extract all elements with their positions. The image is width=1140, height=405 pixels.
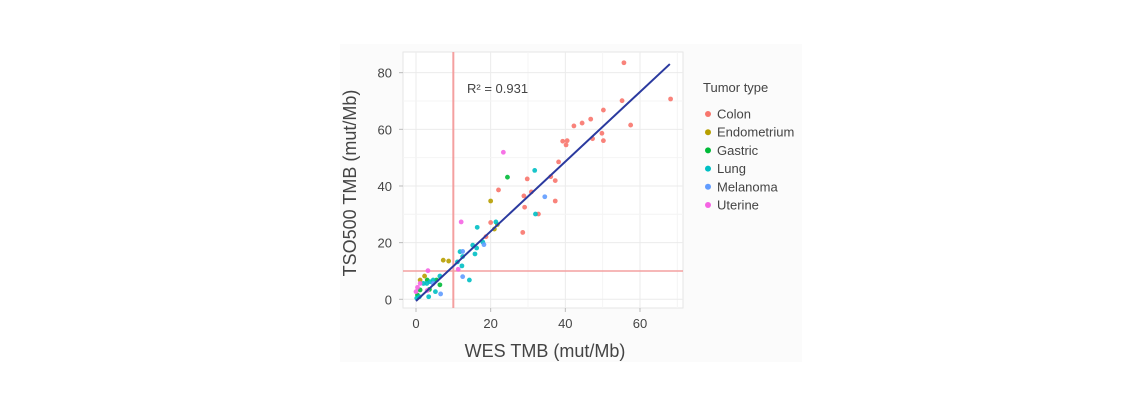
point-lung <box>493 219 499 225</box>
point-uterine <box>415 285 420 290</box>
point-endometrium <box>417 277 423 283</box>
legend-swatch-lung <box>705 165 711 172</box>
point-colon <box>600 107 606 113</box>
point-colon <box>488 220 494 225</box>
legend-label-uterine: Uterine <box>717 198 759 213</box>
x-tick-label: 20 <box>483 316 497 331</box>
point-uterine <box>417 281 423 286</box>
point-melanoma <box>542 194 548 200</box>
legend-label-gastric: Gastric <box>717 143 759 158</box>
point-colon <box>621 60 627 66</box>
point-colon <box>619 98 625 104</box>
point-lung <box>433 289 438 295</box>
point-melanoma <box>460 274 466 280</box>
y-tick-label: 0 <box>385 292 392 307</box>
point-colon <box>560 138 566 144</box>
r-squared-annotation: R² = 0.931 <box>467 81 528 96</box>
point-colon <box>556 159 562 165</box>
legend-swatch-uterine <box>705 202 711 208</box>
point-colon <box>524 176 530 182</box>
point-colon <box>628 122 634 128</box>
point-colon <box>599 130 605 136</box>
point-uterine <box>413 289 419 295</box>
point-colon <box>668 96 673 102</box>
point-colon <box>579 120 585 126</box>
point-endometrium <box>488 198 494 204</box>
legend-label-lung: Lung <box>717 161 746 176</box>
point-lung <box>421 281 426 286</box>
point-uterine <box>458 219 464 225</box>
x-tick-label: 0 <box>412 316 419 331</box>
point-lung <box>533 211 538 217</box>
point-colon <box>563 142 569 148</box>
regression-line <box>415 63 671 302</box>
point-melanoma <box>460 249 466 254</box>
point-gastric <box>505 174 510 180</box>
point-uterine <box>425 268 431 274</box>
point-colon <box>521 193 527 199</box>
point-uterine <box>455 266 461 272</box>
y-tick-label: 40 <box>378 179 392 194</box>
point-colon <box>552 198 558 204</box>
point-colon <box>571 123 577 129</box>
point-lung <box>532 167 538 173</box>
y-tick-label: 80 <box>378 66 392 81</box>
point-colon <box>552 178 558 183</box>
point-colon <box>588 116 594 122</box>
point-colon <box>564 138 570 144</box>
point-lung <box>466 277 472 283</box>
legend-swatch-gastric <box>705 147 711 154</box>
legend-swatch-melanoma <box>705 183 711 190</box>
point-colon <box>496 187 501 193</box>
point-lung <box>472 251 478 257</box>
point-lung <box>426 294 432 300</box>
x-tick-label: 40 <box>558 316 572 331</box>
point-lung <box>459 263 465 269</box>
y-axis-label: TSO500 TMB (mut/Mb) <box>340 90 360 277</box>
point-endometrium <box>440 257 446 263</box>
axis-ticks: 0 20 40 60 0 20 40 60 80 <box>378 66 648 331</box>
point-melanoma <box>438 291 444 297</box>
y-tick-label: 60 <box>378 122 392 137</box>
point-gastric <box>437 282 443 288</box>
legend-label-colon: Colon <box>717 107 751 122</box>
y-tick-label: 20 <box>378 236 392 251</box>
point-lung <box>474 224 480 230</box>
point-uterine <box>500 149 506 155</box>
legend: Colon Endometrium Gastric Lung Melanoma Uteri… <box>705 107 794 213</box>
legend-swatch-endometrium <box>705 129 711 136</box>
point-colon <box>520 230 526 235</box>
legend-title: Tumor type <box>703 80 768 95</box>
point-endometrium <box>422 273 427 279</box>
point-melanoma <box>481 242 487 248</box>
legend-label-melanoma: Melanoma <box>717 179 778 194</box>
legend-label-endometrium: Endometrium <box>717 125 794 140</box>
x-tick-label: 60 <box>633 316 647 331</box>
x-axis-label: WES TMB (mut/Mb) <box>465 341 626 361</box>
legend-swatch-colon <box>705 111 711 117</box>
point-colon <box>600 138 606 144</box>
point-endometrium <box>446 258 452 264</box>
point-colon <box>522 204 528 210</box>
